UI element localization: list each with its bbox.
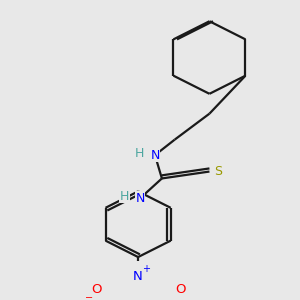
Text: H: H (120, 190, 129, 203)
Text: −: − (85, 292, 93, 300)
Text: S: S (214, 165, 222, 178)
Text: N: N (133, 269, 143, 283)
Text: H: H (135, 147, 144, 160)
Text: O: O (91, 283, 101, 296)
Text: O: O (175, 283, 185, 296)
Text: N: N (150, 148, 160, 162)
Text: N: N (135, 192, 145, 205)
Text: +: + (142, 264, 150, 274)
